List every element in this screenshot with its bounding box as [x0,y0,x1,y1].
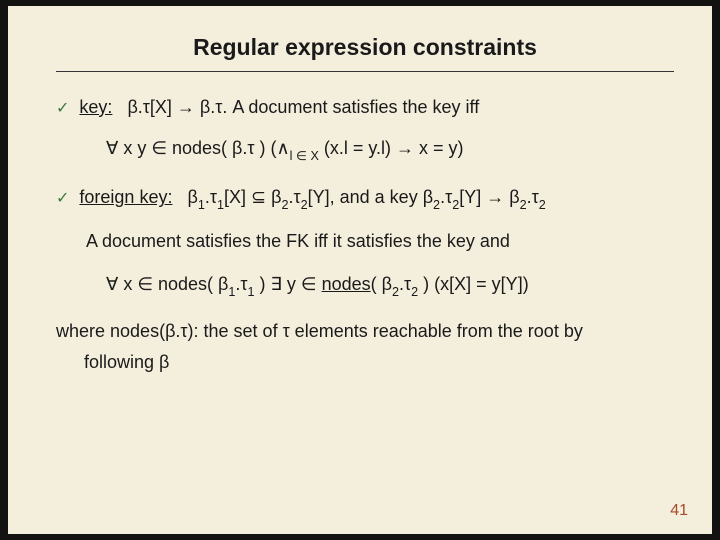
key-label: key: [79,97,112,117]
bullet-key: ✓ key: β.τ[X] → β.τ. A document satisfie… [56,94,674,121]
title-rule [56,71,674,72]
note-line1: where nodes(β.τ): the set of τ elements … [56,318,674,345]
check-icon: ✓ [56,187,69,211]
fk-expr: β1.τ1[X] ⊆ β2.τ2[Y], and a key β2.τ2[Y] … [177,187,545,207]
key-expr: β.τ[X] → β.τ. A document satisfies the k… [117,97,479,117]
slide-container: Regular expression constraints ✓ key: β.… [8,6,712,534]
bullet-key-text: key: β.τ[X] → β.τ. A document satisfies … [79,94,479,121]
formula-fk: ∀ x ∈ nodes( β1.τ1 ) ∃ y ∈ nodes( β2.τ2 … [106,271,674,300]
page-number: 41 [670,502,688,520]
fk-subline: A document satisfies the FK iff it satis… [86,228,674,255]
fk-label: foreign key: [79,187,172,207]
slide-title: Regular expression constraints [56,34,674,61]
check-icon: ✓ [56,97,69,121]
bullet-fk-text: foreign key: β1.τ1[X] ⊆ β2.τ2[Y], and a … [79,184,545,213]
formula-key: ∀ x y ∈ nodes( β.τ ) (∧l ∈ X (x.l = y.l)… [106,135,674,164]
note-line2: following β [84,349,674,376]
bullet-foreign-key: ✓ foreign key: β1.τ1[X] ⊆ β2.τ2[Y], and … [56,184,674,213]
